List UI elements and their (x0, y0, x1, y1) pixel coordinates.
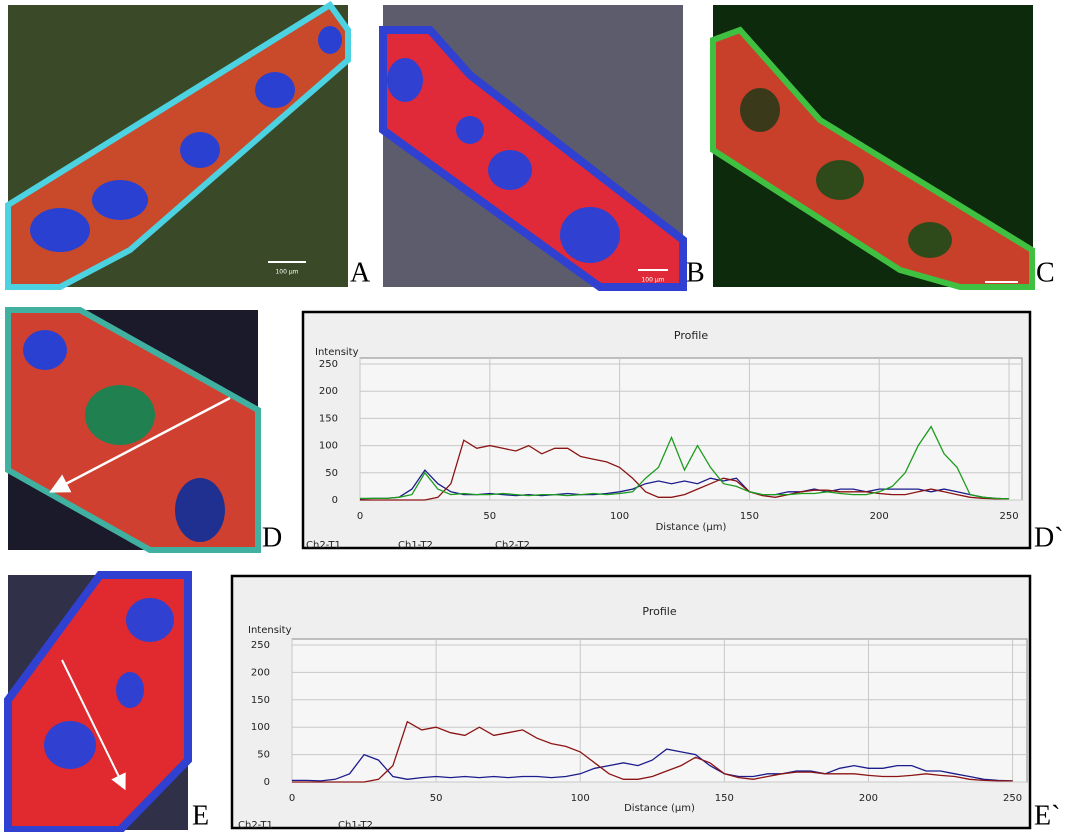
x-tick-label: 200 (870, 511, 889, 522)
x-tick-label: 50 (483, 511, 496, 522)
panel-label: B (686, 257, 705, 288)
y-tick-label: 150 (319, 413, 338, 424)
panel-a-image (8, 5, 348, 287)
page: 100 µm A 100 µm B C D E D` Profile Intensi… (0, 0, 1069, 836)
panel-d-image (8, 310, 258, 550)
y-tick-label: 250 (251, 640, 270, 651)
y-tick-label: 150 (251, 695, 270, 706)
panel-e-image (8, 575, 188, 830)
y-axis-label: Intensity (315, 347, 359, 358)
x-tick-label: 250 (1003, 793, 1022, 804)
y-tick-label: 0 (332, 495, 338, 506)
panel-label: C (1036, 257, 1055, 288)
y-tick-label: 100 (251, 722, 270, 733)
x-axis-label: Distance (µm) (656, 522, 727, 533)
panel-c-image (713, 5, 1033, 287)
y-tick-label: 50 (257, 750, 270, 761)
panel-label: D` (1034, 522, 1064, 553)
scale-label: 100 µm (641, 277, 664, 284)
x-tick-label: 50 (430, 793, 443, 804)
y-tick-label: 250 (319, 359, 338, 370)
y-tick-label: 100 (319, 441, 338, 452)
panel-label: D (262, 522, 282, 553)
x-tick-label: 250 (999, 511, 1018, 522)
y-axis-label: Intensity (248, 625, 292, 636)
x-tick-label: 150 (715, 793, 734, 804)
x-tick-label: 100 (571, 793, 590, 804)
y-tick-label: 0 (264, 777, 270, 788)
x-tick-label: 0 (289, 793, 295, 804)
x-tick-label: 0 (357, 511, 363, 522)
y-tick-label: 200 (251, 667, 270, 678)
chart-title: Profile (674, 329, 708, 342)
x-tick-label: 100 (610, 511, 629, 522)
x-tick-label: 150 (740, 511, 759, 522)
plot-area (292, 639, 1027, 782)
figure: 100 µm A 100 µm B C D E D` Profile Intensi… (0, 0, 1069, 832)
chart-title: Profile (642, 605, 676, 618)
panel-label: A (350, 257, 371, 288)
legend-entry: Ch2-T1 (306, 540, 341, 551)
x-tick-label: 200 (859, 793, 878, 804)
panel-label: E` (1034, 800, 1060, 831)
panel-label: E (192, 800, 209, 831)
x-axis-label: Distance (µm) (624, 803, 695, 814)
y-tick-label: 50 (325, 468, 338, 479)
panel-b-image (383, 5, 683, 287)
legend-entry: Ch2-T1 (238, 820, 273, 831)
y-tick-label: 200 (319, 386, 338, 397)
legend-entry: Ch2-T2 (495, 540, 530, 551)
legend-entry: Ch1-T2 (398, 540, 433, 551)
plot-area (360, 358, 1022, 500)
legend-entry: Ch1-T2 (338, 820, 373, 831)
scale-label: 100 µm (275, 269, 298, 276)
